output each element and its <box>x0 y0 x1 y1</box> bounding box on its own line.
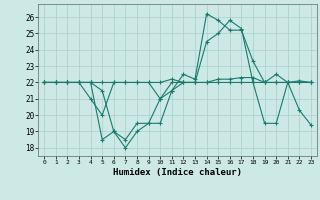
X-axis label: Humidex (Indice chaleur): Humidex (Indice chaleur) <box>113 168 242 177</box>
